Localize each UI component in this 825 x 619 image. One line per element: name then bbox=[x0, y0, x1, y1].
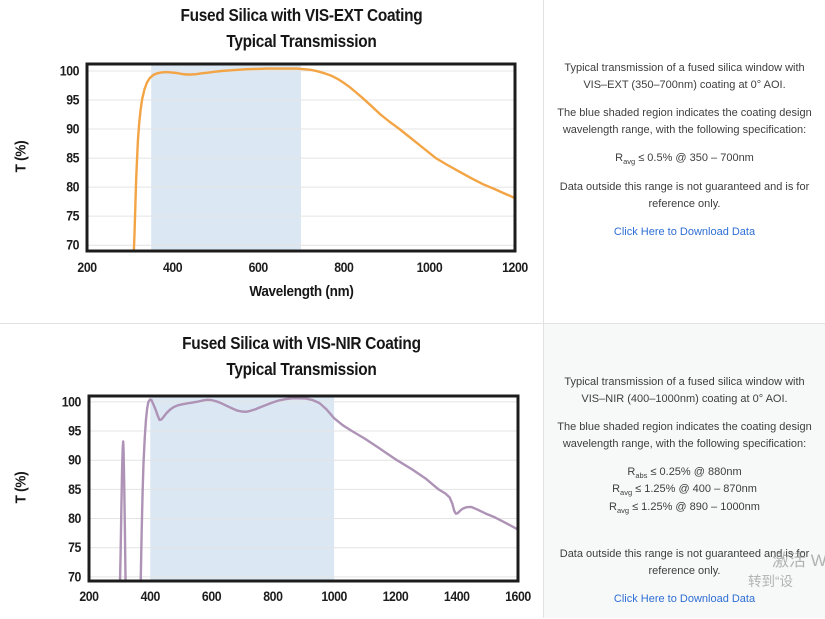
spec-subscript: abs bbox=[635, 471, 648, 481]
x-axis-label: Wavelength (nm) bbox=[249, 283, 354, 300]
x-tick-label: 1000 bbox=[321, 588, 347, 604]
spec-value: ≤ 0.25% @ 880nm bbox=[650, 466, 742, 478]
y-tick-label: 95 bbox=[68, 423, 81, 439]
x-tick-label: 800 bbox=[263, 588, 282, 604]
x-tick-label: 1400 bbox=[444, 588, 470, 604]
y-tick-label: 90 bbox=[68, 452, 81, 468]
y-tick-label: 100 bbox=[60, 63, 79, 79]
y-tick-label: 75 bbox=[66, 208, 79, 224]
spec-symbol: R bbox=[627, 466, 636, 478]
description-vis-ext: Typical transmission of a fused silica w… bbox=[543, 0, 825, 323]
chart-title-line2: Typical Transmission bbox=[226, 359, 377, 379]
reference-note: Data outside this range is not guarantee… bbox=[559, 548, 810, 577]
chart-title: Fused Silica with VIS-EXT Coating Typica… bbox=[36, 2, 567, 54]
spec-block: Ravg ≤ 0.5% @ 350 – 700nm bbox=[556, 150, 813, 167]
spec-value: ≤ 1.25% @ 400 – 870nm bbox=[635, 483, 757, 496]
transmission-chart-vis-ext: 200 400 600 800 1000 1200 70 75 80 85 90 95 100 bbox=[60, 62, 528, 275]
x-tick-label: 600 bbox=[202, 588, 221, 604]
y-tick-label: 95 bbox=[66, 92, 79, 108]
chart-title-line2: Typical Transmission bbox=[226, 31, 377, 51]
chart-title-line1: Fused Silica with VIS-NIR Coating bbox=[182, 333, 421, 353]
y-axis-label: T (%) bbox=[12, 471, 30, 504]
chart-area-vis-nir: Fused Silica with VIS-NIR Coating Typica… bbox=[0, 324, 543, 618]
spec-symbol: R bbox=[612, 483, 621, 496]
spec-subscript: avg bbox=[616, 506, 630, 516]
spec-subscript: avg bbox=[623, 157, 636, 167]
y-tick-label: 80 bbox=[66, 179, 79, 195]
x-tick-label: 200 bbox=[77, 259, 96, 275]
y-axis-label: T (%) bbox=[12, 140, 30, 173]
transmission-curve bbox=[118, 397, 518, 581]
y-tick-label: 90 bbox=[66, 121, 79, 137]
description-paragraph: The blue shaded region indicates the coa… bbox=[557, 421, 812, 450]
x-tick-label: 1200 bbox=[502, 259, 528, 275]
y-tick-label: 70 bbox=[68, 569, 81, 585]
description-paragraph: The blue shaded region indicates the coa… bbox=[557, 107, 812, 136]
coating-design-band bbox=[151, 64, 301, 251]
spec-value: ≤ 0.5% @ 350 – 700nm bbox=[638, 152, 754, 164]
y-tick-label: 85 bbox=[66, 150, 79, 166]
chart-area-vis-ext: Fused Silica with VIS-EXT Coating Typica… bbox=[0, 0, 543, 323]
spec-line: Ravg ≤ 1.25% @ 890 – 1000nm bbox=[556, 499, 813, 516]
x-tick-label: 1200 bbox=[383, 588, 409, 604]
reference-note: Data outside this range is not guarantee… bbox=[559, 181, 810, 210]
x-tick-label: 200 bbox=[79, 588, 98, 604]
y-tick-label: 85 bbox=[68, 481, 81, 497]
y-tick-label: 70 bbox=[66, 237, 79, 253]
plot-frame bbox=[87, 394, 520, 583]
x-tick-label: 1600 bbox=[505, 588, 531, 604]
coating-design-band bbox=[150, 396, 335, 581]
spec-subscript: avg bbox=[620, 488, 633, 498]
x-tick-label: 800 bbox=[334, 259, 353, 275]
plot-frame bbox=[85, 62, 517, 253]
chart-title-line1: Fused Silica with VIS-EXT Coating bbox=[180, 5, 423, 25]
transmission-chart-vis-nir: 200 400 600 800 1000 1200 1400 1600 70 75 80 85 90 95… bbox=[62, 394, 532, 605]
spec-line: Ravg ≤ 1.25% @ 400 – 870nm bbox=[556, 481, 813, 498]
y-tick-label: 75 bbox=[68, 539, 81, 555]
panel-vis-ext: Fused Silica with VIS-EXT Coating Typica… bbox=[0, 0, 825, 323]
spec-symbol: R bbox=[609, 500, 617, 513]
transmission-curve bbox=[132, 67, 515, 251]
download-data-link[interactable]: Click Here to Download Data bbox=[613, 226, 756, 239]
spec-line: Rabs ≤ 0.25% @ 880nm bbox=[556, 464, 813, 481]
chart-title: Fused Silica with VIS-NIR Coating Typica… bbox=[36, 330, 567, 382]
x-tick-label: 600 bbox=[249, 259, 268, 275]
x-tick-label: 400 bbox=[163, 259, 182, 275]
x-tick-label: 400 bbox=[141, 588, 160, 604]
description-paragraph: Typical transmission of a fused silica w… bbox=[564, 376, 805, 405]
spec-block: Rabs ≤ 0.25% @ 880nm Ravg ≤ 1.25% @ 400 – … bbox=[556, 464, 813, 516]
description-vis-nir: Typical transmission of a fused silica w… bbox=[543, 324, 825, 618]
description-paragraph: Typical transmission of a fused silica w… bbox=[564, 62, 805, 91]
download-data-link[interactable]: Click Here to Download Data bbox=[613, 593, 756, 606]
y-tick-label: 100 bbox=[62, 394, 81, 410]
spec-symbol: R bbox=[615, 152, 624, 164]
x-tick-label: 1000 bbox=[417, 259, 443, 275]
y-tick-label: 80 bbox=[68, 510, 81, 526]
panel-vis-nir: Fused Silica with VIS-NIR Coating Typica… bbox=[0, 323, 825, 618]
spec-line: Ravg ≤ 0.5% @ 350 – 700nm bbox=[556, 150, 813, 167]
spec-value: ≤ 1.25% @ 890 – 1000nm bbox=[632, 500, 760, 513]
